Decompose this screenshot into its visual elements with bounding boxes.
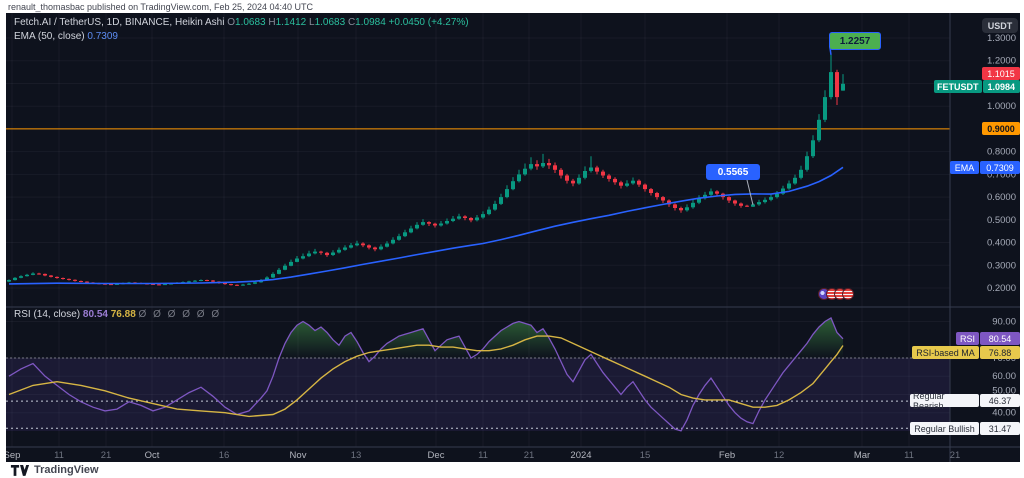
ema-legend-value: 0.7309 [87, 31, 118, 42]
ohlc-close-key: C [347, 17, 356, 28]
svg-text:40.00: 40.00 [992, 408, 1016, 419]
high-price-callout[interactable]: 1.2257 [829, 32, 881, 50]
svg-text:0.6000: 0.6000 [987, 192, 1016, 203]
svg-text:15: 15 [640, 450, 651, 461]
flag-emoji-icon [842, 288, 854, 300]
svg-text:21: 21 [950, 450, 961, 461]
regular-bearish-badge: Regular Bearish 46.37 [910, 391, 1020, 411]
regular-bullish-badge: Regular Bullish 31.47 [910, 422, 1020, 435]
low-price-callout[interactable]: 0.5565 [706, 164, 760, 180]
svg-text:50.00: 50.00 [992, 386, 1016, 397]
tradingview-logo-icon [10, 464, 30, 476]
svg-text:11: 11 [904, 450, 914, 461]
rsi-ma-value-badge: RSI-based MA 76.88 [912, 346, 1020, 359]
svg-text:Nov: Nov [290, 450, 307, 461]
chart-area[interactable]: 1.30001.20001.10001.00000.90000.80000.70… [6, 13, 1020, 462]
symbol-price-badge: FETUSDT 1.0984 [934, 80, 1020, 93]
ema-price-badge: EMA 0.7309 [950, 161, 1020, 174]
ema-legend-label: EMA (50, close) [14, 31, 85, 42]
ohlc-high-value: 1.1412 [275, 17, 307, 28]
chart-canvas[interactable]: 1.30001.20001.10001.00000.90000.80000.70… [6, 13, 1020, 462]
svg-text:21: 21 [101, 450, 112, 461]
ohlc-low-value: 1.0683 [314, 17, 346, 28]
svg-text:12: 12 [774, 450, 785, 461]
rsi-legend[interactable]: RSI (14, close) 80.54 76.88 Ø Ø Ø Ø Ø Ø [14, 309, 221, 320]
ema-legend[interactable]: EMA (50, close) 0.7309 [14, 31, 118, 42]
svg-text:0.8000: 0.8000 [987, 147, 1016, 158]
tradingview-logo[interactable]: TradingView [10, 463, 99, 476]
svg-text:13: 13 [351, 450, 362, 461]
tradingview-brand-text: TradingView [34, 463, 99, 476]
svg-text:0.2000: 0.2000 [987, 283, 1016, 294]
ohlc-high-key: H [268, 17, 276, 28]
svg-text:Mar: Mar [854, 450, 870, 461]
svg-text:Sep: Sep [6, 450, 20, 461]
publish-attribution: renault_thomasbac published on TradingVi… [8, 2, 314, 12]
svg-text:11: 11 [478, 450, 488, 461]
svg-text:0.3000: 0.3000 [987, 260, 1016, 271]
footer: TradingView [0, 462, 1024, 478]
svg-text:0.4000: 0.4000 [987, 238, 1016, 249]
change-value: +0.0450 (+4.27%) [388, 17, 469, 28]
ohlc-low-key: L [309, 17, 315, 28]
last-price-badge: 1.1015 [982, 67, 1020, 80]
rsi-value-badge: RSI 80.54 [956, 332, 1020, 345]
currency-usdt-button[interactable]: USDT [982, 18, 1018, 33]
svg-text:1.2000: 1.2000 [987, 56, 1016, 67]
svg-text:0.7000: 0.7000 [987, 169, 1016, 180]
ohlc-close-value: 1.0984 [355, 17, 386, 28]
svg-text:21: 21 [524, 450, 535, 461]
rsi-legend-value: 80.54 [82, 309, 108, 320]
hline-price-badge: 0.9000 [982, 122, 1020, 135]
svg-text:1.0000: 1.0000 [987, 101, 1016, 112]
symbol-title[interactable]: Fetch.AI / TetherUS, 1D, BINANCE, Heikin… [14, 17, 225, 28]
symbol-legend[interactable]: Fetch.AI / TetherUS, 1D, BINANCE, Heikin… [14, 17, 469, 28]
ohlc-open-key: O [227, 17, 236, 28]
svg-text:2024: 2024 [570, 450, 591, 461]
svg-text:Feb: Feb [719, 450, 735, 461]
svg-text:16: 16 [219, 450, 230, 461]
svg-text:Oct: Oct [145, 450, 160, 461]
rsi-ma-legend-value: 76.88 [110, 309, 136, 320]
emoji-reactions[interactable] [818, 288, 854, 300]
svg-text:Dec: Dec [428, 450, 445, 461]
svg-text:11: 11 [54, 450, 64, 461]
rsi-hidden-values: Ø Ø Ø Ø Ø Ø [138, 309, 222, 320]
ohlc-open-value: 1.0683 [235, 17, 266, 28]
svg-text:60.00: 60.00 [992, 371, 1016, 382]
svg-text:1.3000: 1.3000 [987, 33, 1016, 44]
svg-text:90.00: 90.00 [992, 317, 1016, 328]
svg-text:0.5000: 0.5000 [987, 215, 1016, 226]
rsi-legend-label: RSI (14, close) [14, 309, 81, 320]
